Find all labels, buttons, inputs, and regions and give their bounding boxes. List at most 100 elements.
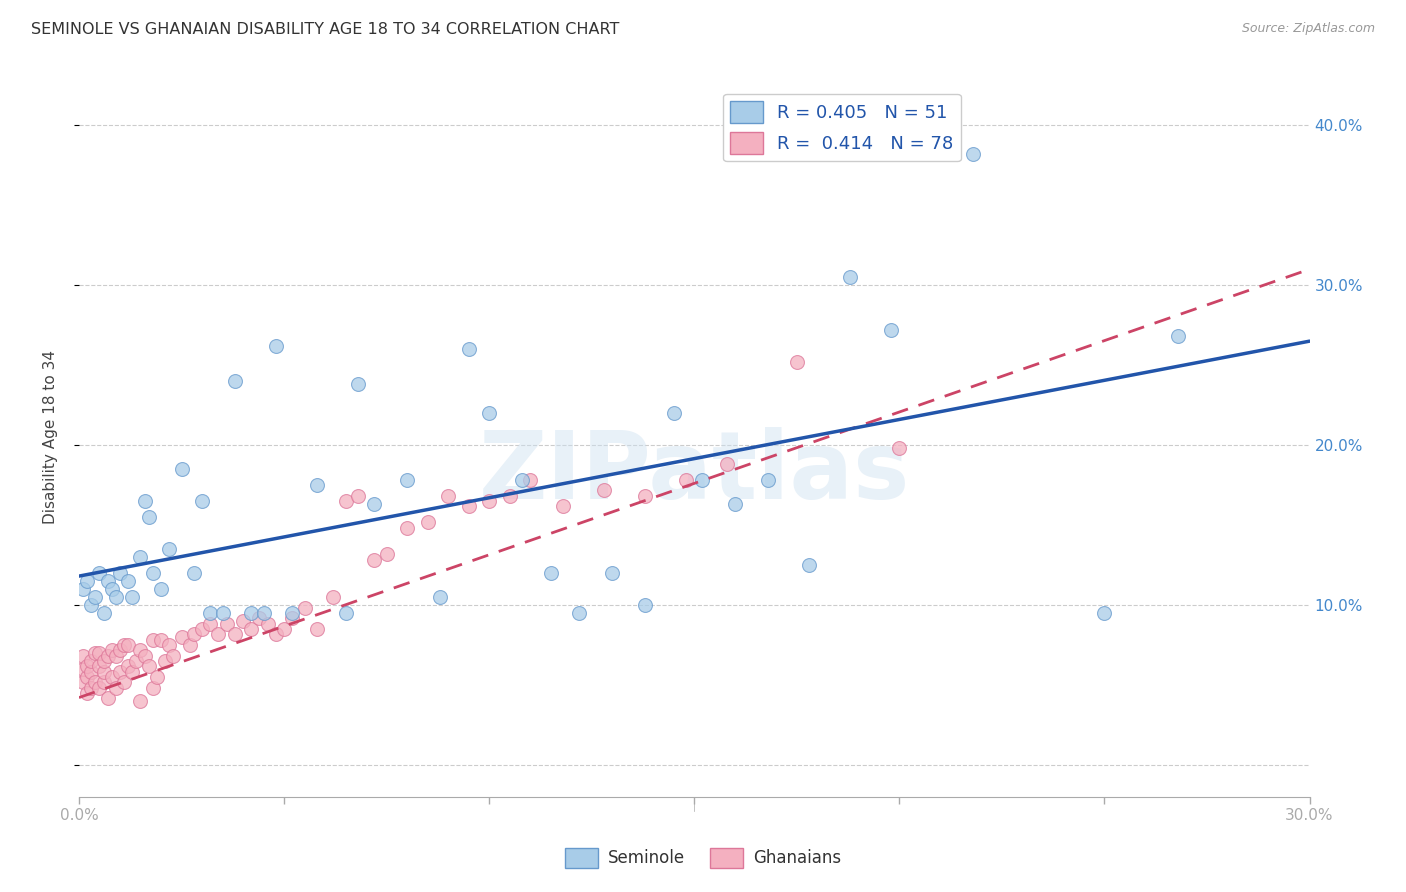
- Point: [76, 686, 98, 700]
- Point: [138, 510, 160, 524]
- Point: [97, 574, 120, 588]
- Point: [191, 622, 214, 636]
- Point: [129, 642, 152, 657]
- Point: [240, 606, 263, 620]
- Point: [478, 494, 501, 508]
- Point: [108, 566, 131, 580]
- Point: [157, 638, 180, 652]
- Point: [84, 590, 107, 604]
- Point: [121, 665, 143, 679]
- Point: [89, 566, 111, 580]
- Point: [108, 665, 131, 679]
- Point: [363, 497, 385, 511]
- Point: [551, 499, 574, 513]
- Point: [80, 598, 103, 612]
- Point: [756, 473, 779, 487]
- Point: [150, 582, 173, 596]
- Point: [335, 606, 357, 620]
- Point: [76, 574, 98, 588]
- Y-axis label: Disability Age 18 to 34: Disability Age 18 to 34: [44, 350, 58, 524]
- Point: [142, 566, 165, 580]
- Point: [117, 638, 139, 652]
- Point: [170, 462, 193, 476]
- Point: [100, 670, 122, 684]
- Point: [183, 626, 205, 640]
- Point: [429, 590, 451, 604]
- Point: [117, 574, 139, 588]
- Point: [211, 606, 233, 620]
- Point: [322, 590, 344, 604]
- Point: [457, 342, 479, 356]
- Point: [93, 674, 115, 689]
- Point: [142, 633, 165, 648]
- Point: [129, 549, 152, 564]
- Text: Source: ZipAtlas.com: Source: ZipAtlas.com: [1241, 22, 1375, 36]
- Point: [93, 654, 115, 668]
- Point: [396, 473, 419, 487]
- Point: [568, 606, 591, 620]
- Point: [100, 642, 122, 657]
- Point: [797, 558, 820, 572]
- Point: [134, 494, 156, 508]
- Point: [134, 648, 156, 663]
- Point: [215, 617, 238, 632]
- Point: [692, 473, 714, 487]
- Point: [150, 633, 173, 648]
- Point: [72, 674, 94, 689]
- Point: [264, 339, 287, 353]
- Point: [200, 606, 222, 620]
- Point: [294, 601, 316, 615]
- Point: [100, 582, 122, 596]
- Point: [76, 658, 98, 673]
- Point: [97, 648, 120, 663]
- Point: [457, 499, 479, 513]
- Point: [80, 681, 103, 695]
- Point: [716, 457, 738, 471]
- Point: [256, 617, 278, 632]
- Point: [72, 662, 94, 676]
- Point: [675, 473, 697, 487]
- Point: [142, 681, 165, 695]
- Point: [634, 598, 657, 612]
- Point: [84, 646, 107, 660]
- Point: [117, 658, 139, 673]
- Point: [146, 670, 169, 684]
- Point: [232, 614, 254, 628]
- Point: [89, 658, 111, 673]
- Point: [93, 606, 115, 620]
- Point: [510, 473, 533, 487]
- Point: [170, 630, 193, 644]
- Point: [478, 406, 501, 420]
- Point: [281, 610, 304, 624]
- Point: [962, 147, 984, 161]
- Point: [224, 626, 246, 640]
- Point: [305, 622, 328, 636]
- Point: [593, 483, 616, 497]
- Point: [335, 494, 357, 508]
- Point: [786, 355, 808, 369]
- Point: [112, 638, 135, 652]
- Point: [104, 590, 127, 604]
- Point: [305, 478, 328, 492]
- Point: [437, 489, 460, 503]
- Point: [264, 626, 287, 640]
- Point: [162, 648, 184, 663]
- Point: [273, 622, 295, 636]
- Point: [880, 323, 903, 337]
- Text: SEMINOLE VS GHANAIAN DISABILITY AGE 18 TO 34 CORRELATION CHART: SEMINOLE VS GHANAIAN DISABILITY AGE 18 T…: [31, 22, 619, 37]
- Point: [121, 590, 143, 604]
- Point: [153, 654, 176, 668]
- Point: [839, 270, 862, 285]
- Point: [97, 690, 120, 705]
- Point: [80, 665, 103, 679]
- Point: [207, 626, 229, 640]
- Point: [138, 658, 160, 673]
- Point: [224, 374, 246, 388]
- Point: [76, 670, 98, 684]
- Point: [179, 638, 201, 652]
- Point: [157, 541, 180, 556]
- Point: [1167, 329, 1189, 343]
- Point: [112, 674, 135, 689]
- Text: ZIPatlas: ZIPatlas: [478, 427, 910, 519]
- Point: [519, 473, 541, 487]
